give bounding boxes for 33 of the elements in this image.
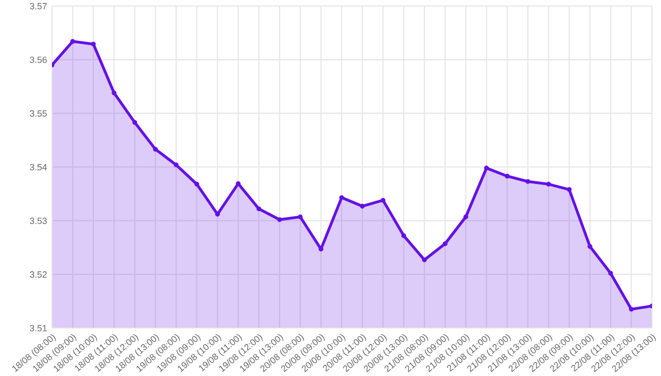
point bbox=[504, 174, 510, 179]
y-tick-label: 3.57 bbox=[30, 2, 47, 10]
point bbox=[588, 244, 592, 249]
point bbox=[608, 270, 614, 276]
point bbox=[70, 39, 76, 44]
point bbox=[463, 214, 468, 220]
y-tick-label: 3.52 bbox=[30, 271, 47, 278]
point bbox=[525, 179, 530, 184]
point bbox=[484, 166, 489, 170]
point bbox=[360, 204, 365, 209]
point bbox=[132, 120, 138, 125]
y-tick-label: 3.56 bbox=[30, 56, 47, 64]
point bbox=[153, 146, 158, 152]
y-tick-label: 3.55 bbox=[30, 110, 47, 117]
point bbox=[277, 217, 282, 222]
point bbox=[339, 195, 344, 200]
point bbox=[422, 257, 427, 262]
point bbox=[194, 182, 200, 187]
point bbox=[442, 241, 448, 246]
point bbox=[566, 187, 572, 192]
y-tick-label: 3.54 bbox=[30, 164, 47, 170]
point bbox=[256, 206, 262, 212]
point bbox=[380, 198, 386, 203]
point bbox=[215, 212, 220, 217]
y-tick-label: 3.53 bbox=[30, 218, 47, 224]
point bbox=[546, 182, 551, 187]
y-tick-label: 3.51 bbox=[30, 324, 47, 332]
point bbox=[174, 162, 179, 168]
point bbox=[298, 214, 303, 220]
point bbox=[628, 306, 634, 312]
point bbox=[401, 233, 406, 238]
point bbox=[90, 42, 96, 46]
point bbox=[112, 90, 116, 96]
